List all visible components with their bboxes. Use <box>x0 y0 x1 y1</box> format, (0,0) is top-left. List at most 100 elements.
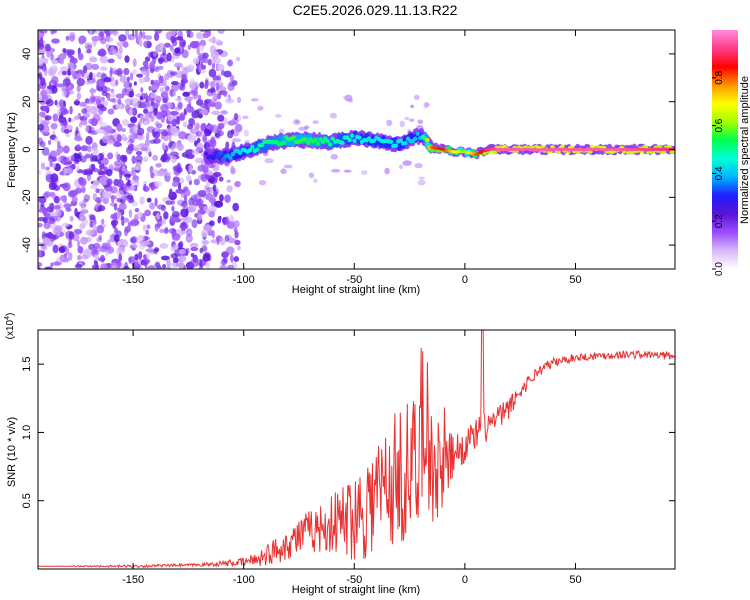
heatmap-noise-cell <box>117 98 122 105</box>
heatmap-noise-cell <box>40 162 46 170</box>
heatmap-noise-cell <box>38 77 41 86</box>
heatmap-noise-cell <box>149 139 157 144</box>
heatmap-noise-cell <box>126 195 134 200</box>
heatmap-noise-cell <box>194 122 200 130</box>
heatmap-noise-cell <box>206 186 211 194</box>
heatmap-noise-cell <box>150 172 155 179</box>
heatmap-noise-cell <box>227 59 233 67</box>
heatmap-noise-cell <box>147 106 154 112</box>
heatmap-noise-cell <box>62 47 67 54</box>
spectrogram-y-label: Frequency (Hz) <box>6 112 18 188</box>
snr-y-label: SNR (10 * v/v) <box>6 417 18 487</box>
x-tick-label: -150 <box>122 574 144 586</box>
heatmap-noise-cell <box>117 54 122 60</box>
heatmap-noise-cell <box>106 92 111 102</box>
heatmap-noise-cell <box>167 114 174 122</box>
heatmap-ridge-cell <box>237 150 243 156</box>
heatmap-noise-cell <box>50 75 59 85</box>
heatmap-noise-cell <box>46 50 51 58</box>
heatmap-noise-cell <box>80 155 87 163</box>
heatmap-noise-cell <box>69 105 73 115</box>
heatmap-ridge-cell <box>325 138 330 144</box>
heatmap-noise-cell <box>51 59 59 65</box>
heatmap-noise-cell <box>212 184 217 192</box>
heatmap-noise-cell <box>186 124 194 130</box>
heatmap-noise-cell <box>85 229 95 236</box>
heatmap-noise-cell <box>234 180 241 188</box>
heatmap-noise-cell <box>212 172 222 178</box>
heatmap-noise-cell <box>38 42 45 48</box>
heatmap-noise-cell <box>76 84 81 93</box>
heatmap-noise-cell <box>124 98 134 105</box>
heatmap-noise-cell <box>68 117 72 123</box>
colorbar-tick-label: 0.2 <box>714 214 725 228</box>
heatmap-noise-cell <box>399 120 406 128</box>
heatmap-noise-cell <box>50 122 58 130</box>
heatmap-ridge-cell <box>587 149 593 154</box>
heatmap-noise-cell <box>304 125 310 130</box>
heatmap-noise-cell <box>38 196 47 204</box>
snr-frame <box>37 329 676 570</box>
heatmap-noise-cell <box>224 235 230 242</box>
heatmap-noise-cell <box>163 170 172 177</box>
heatmap-noise-cell <box>278 128 285 134</box>
heatmap-noise-cell <box>223 90 227 97</box>
heatmap-noise-cell <box>93 220 97 225</box>
heatmap-noise-cell <box>92 72 96 80</box>
heatmap-noise-cell <box>227 120 236 126</box>
heatmap-noise-cell <box>161 142 166 151</box>
heatmap-noise-cell <box>125 30 130 37</box>
heatmap-noise-cell <box>143 108 148 114</box>
heatmap-noise-cell <box>189 242 199 249</box>
heatmap-noise-cell <box>178 255 187 263</box>
heatmap-noise-cell <box>163 211 169 220</box>
heatmap-noise-cell <box>75 187 82 194</box>
heatmap-noise-cell <box>204 174 210 180</box>
heatmap-noise-cell <box>38 222 43 228</box>
heatmap-noise-cell <box>50 30 55 35</box>
heatmap-noise-cell <box>143 180 147 186</box>
heatmap-noise-cell <box>190 247 199 252</box>
heatmap-noise-cell <box>102 100 109 107</box>
heatmap-noise-cell <box>143 40 153 49</box>
heatmap-noise-cell <box>174 248 179 258</box>
heatmap-ridge-cell <box>352 138 357 144</box>
heatmap-noise-cell <box>136 127 145 136</box>
heatmap-noise-cell <box>145 229 149 236</box>
heatmap-noise-cell <box>224 194 231 203</box>
heatmap-noise-cell <box>40 30 48 34</box>
heatmap-noise-cell <box>178 131 187 140</box>
heatmap-noise-cell <box>87 44 93 50</box>
heatmap-noise-cell <box>116 123 123 132</box>
heatmap-noise-cell <box>113 179 122 185</box>
heatmap-noise-cell <box>112 30 119 37</box>
heatmap-noise-cell <box>114 227 119 233</box>
heatmap-noise-cell <box>208 205 218 212</box>
heatmap-noise-cell <box>131 132 136 142</box>
heatmap-ridge-cell <box>327 142 333 147</box>
heatmap-noise-cell <box>104 125 113 134</box>
heatmap-noise-cell <box>228 80 236 87</box>
heatmap-noise-cell <box>61 222 70 228</box>
heatmap-noise-cell <box>84 168 93 176</box>
heatmap-noise-cell <box>146 224 151 230</box>
heatmap-noise-cell <box>179 83 186 91</box>
heatmap-noise-cell <box>38 201 41 210</box>
heatmap-noise-cell <box>410 104 415 109</box>
heatmap-noise-cell <box>121 133 126 139</box>
heatmap-noise-cell <box>232 202 240 212</box>
heatmap-noise-cell <box>203 224 213 232</box>
heatmap-noise-cell <box>274 114 282 118</box>
heatmap-noise-cell <box>68 231 75 240</box>
heatmap-noise-cell <box>82 198 89 203</box>
heatmap-noise-cell <box>69 31 76 40</box>
heatmap-noise-cell <box>48 139 52 145</box>
heatmap-noise-cell <box>138 38 143 48</box>
heatmap-noise-cell <box>126 140 131 146</box>
heatmap-noise-cell <box>90 184 98 190</box>
heatmap-noise-cell <box>150 116 155 123</box>
heatmap-noise-cell <box>96 71 103 78</box>
heatmap-noise-cell <box>124 55 130 63</box>
heatmap-noise-cell <box>52 227 62 235</box>
